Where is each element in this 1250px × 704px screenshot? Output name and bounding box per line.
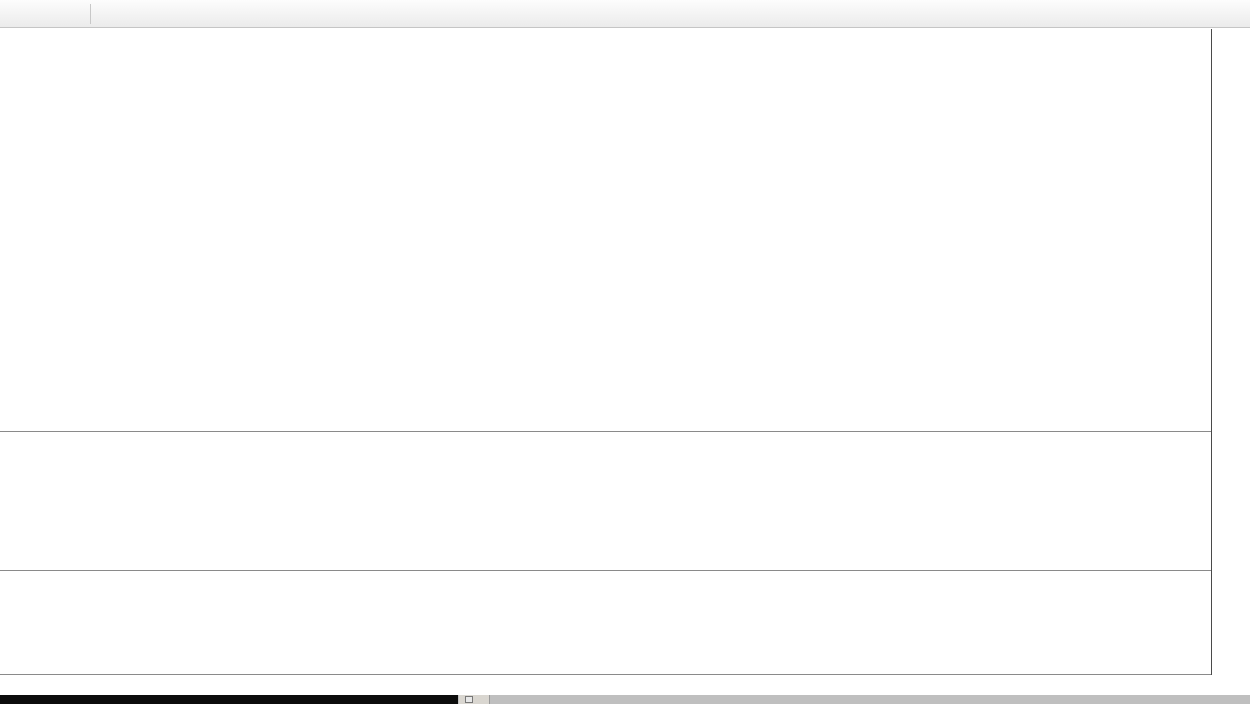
toolbar — [0, 0, 1250, 28]
chart-tab[interactable] — [459, 695, 490, 704]
panel-divider-rsi[interactable] — [0, 570, 1250, 571]
panel-divider-macd[interactable] — [0, 431, 1250, 432]
panel-divider-timeaxis — [0, 674, 1250, 675]
ohlc-info — [7, 33, 31, 45]
crayon-tool-button[interactable] — [57, 2, 81, 26]
arrow-tool-button[interactable] — [5, 2, 29, 26]
time-axis[interactable] — [0, 675, 1250, 695]
macd-indicator-panel[interactable] — [0, 432, 1211, 570]
bottom-dark-region — [0, 695, 458, 704]
rsi-indicator-panel[interactable] — [0, 571, 1211, 674]
text-tool-button[interactable] — [31, 2, 55, 26]
chart-tab-icon — [465, 696, 473, 703]
chart-tab-bar — [0, 695, 1250, 704]
toolbar-separator — [90, 3, 91, 24]
main-candlestick-chart[interactable] — [0, 29, 1211, 431]
macd-label — [8, 435, 16, 447]
price-axis[interactable] — [1211, 29, 1250, 675]
rsi-label — [8, 574, 12, 586]
